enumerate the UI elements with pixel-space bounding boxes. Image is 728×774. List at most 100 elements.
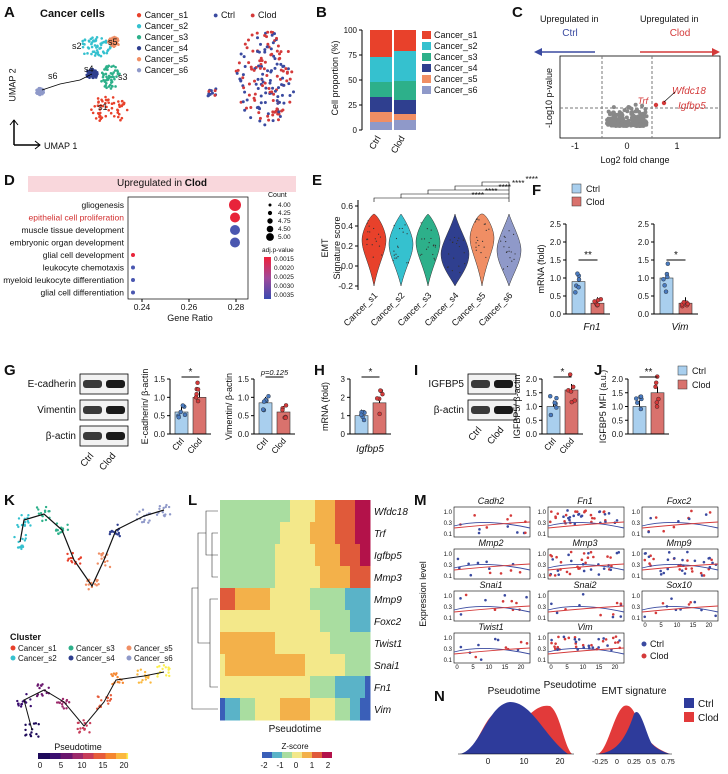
- heatmap-cell: [295, 698, 301, 721]
- zscore-colorbar-seg: [312, 752, 322, 758]
- volcano-point: [638, 115, 643, 120]
- umap-point: [91, 67, 95, 71]
- heatmap-cell: [350, 500, 356, 523]
- heatmap-cell: [240, 544, 246, 567]
- volcano-point: [619, 111, 624, 116]
- data-point: [654, 400, 659, 405]
- violin-point: [393, 250, 395, 252]
- subplot-y-tick: 1.0: [444, 510, 453, 516]
- panel-b-letter: B: [316, 4, 327, 21]
- pseudotime-point: [30, 731, 33, 734]
- violin-point: [419, 254, 421, 256]
- go-term-label: glial cell differentiation: [41, 288, 125, 298]
- violin-point: [434, 259, 436, 261]
- heatmap-cell: [305, 522, 311, 545]
- heatmap-cell: [335, 610, 341, 633]
- expression-point: [604, 638, 608, 641]
- expression-point: [550, 602, 553, 606]
- subplot-y-tick: 1.0: [632, 552, 641, 558]
- heatmap-cell: [275, 500, 281, 523]
- umap-group-point: [266, 112, 270, 116]
- expression-point: [699, 571, 703, 575]
- y-tick-label: 1.5: [550, 256, 562, 265]
- heatmap-cell: [225, 610, 231, 633]
- expression-point: [556, 569, 560, 572]
- heatmap-cell: [345, 544, 351, 567]
- umap-group-point: [262, 67, 266, 71]
- fit-ctrl: [453, 563, 531, 571]
- subplot-y-tick: 0.3: [632, 605, 641, 611]
- data-point: [377, 411, 382, 417]
- umap-point: [113, 40, 117, 44]
- violin-point: [371, 244, 373, 246]
- umap-point: [105, 78, 108, 82]
- sig-label: *: [369, 367, 373, 378]
- umap-group-point: [282, 101, 286, 105]
- heatmap-cell: [320, 544, 326, 567]
- cluster-legend-item: ● Cancer_s4: [136, 43, 189, 54]
- umap-group-point: [288, 100, 292, 104]
- gene-label-trf: Trf: [638, 96, 650, 106]
- umap-group-point: [270, 52, 274, 56]
- expression-point: [496, 638, 500, 642]
- umap-group-point: [243, 108, 247, 112]
- volcano-point: [639, 122, 644, 127]
- heatmap-cell: [265, 522, 271, 545]
- heatmap-cell: [285, 632, 291, 655]
- heatmap-cell: [230, 588, 236, 611]
- violin-point: [513, 258, 515, 260]
- data-point: [194, 391, 199, 397]
- heatmap-gene-label: Fn1: [374, 683, 391, 694]
- umap-group-point: [265, 45, 269, 49]
- y-axis-label: Vimentin/ β-actin: [224, 373, 234, 440]
- umap-group-point: [285, 70, 289, 74]
- pseudotime-colorbar-seg: [65, 753, 67, 759]
- subplot-x-tick: 0: [455, 665, 459, 671]
- expression-point: [509, 514, 513, 517]
- heatmap-cell: [320, 522, 326, 545]
- expression-point: [572, 514, 576, 518]
- heatmap-cell: [300, 676, 306, 699]
- label-leader: [663, 91, 676, 103]
- lane-label: Ctrl: [78, 451, 96, 469]
- expression-point: [550, 641, 553, 645]
- heatmap-cell: [275, 522, 281, 545]
- pseudotime-colorbar-seg: [60, 753, 63, 759]
- trajectory-point: [66, 523, 69, 526]
- violin-point: [511, 260, 513, 262]
- data-point: [378, 388, 383, 393]
- umap-point: [93, 105, 97, 108]
- violin-shape: [388, 213, 414, 287]
- y-tick-label: 2: [341, 393, 346, 402]
- blot-band: [471, 406, 490, 414]
- cluster-label: s3: [118, 72, 128, 82]
- heatmap-cell: [265, 632, 271, 655]
- pseudotime-curve: [23, 671, 165, 731]
- legend-label: Cancer_s2: [434, 41, 478, 51]
- umap-group-point: [254, 82, 258, 86]
- panel-k-letter: K: [4, 492, 15, 509]
- sig-stars: ****: [526, 175, 538, 184]
- heatmap-cell: [365, 632, 371, 655]
- umap-point: [94, 117, 98, 120]
- data-point: [554, 405, 559, 410]
- violin-point: [463, 252, 465, 254]
- expression-point: [584, 509, 587, 513]
- umap-group-point: [288, 94, 292, 98]
- violin-point: [503, 246, 505, 248]
- fit-clod: [641, 605, 719, 613]
- umap-group-point: [266, 114, 270, 118]
- heatmap-cell: [245, 500, 251, 523]
- density-title-pseudotime: Pseudotime: [488, 686, 541, 697]
- pseudotime-point: [61, 705, 64, 708]
- expression-point: [689, 600, 692, 604]
- volcano-point: [624, 115, 629, 120]
- pseudotime-point: [100, 699, 103, 702]
- violin-point: [474, 221, 477, 223]
- volcano-point: [640, 103, 645, 108]
- legend-swatch-ctrl: [677, 365, 688, 376]
- pseudotime-colorbar-seg: [54, 753, 57, 759]
- data-point: [380, 391, 385, 397]
- heatmap-cell: [360, 500, 366, 523]
